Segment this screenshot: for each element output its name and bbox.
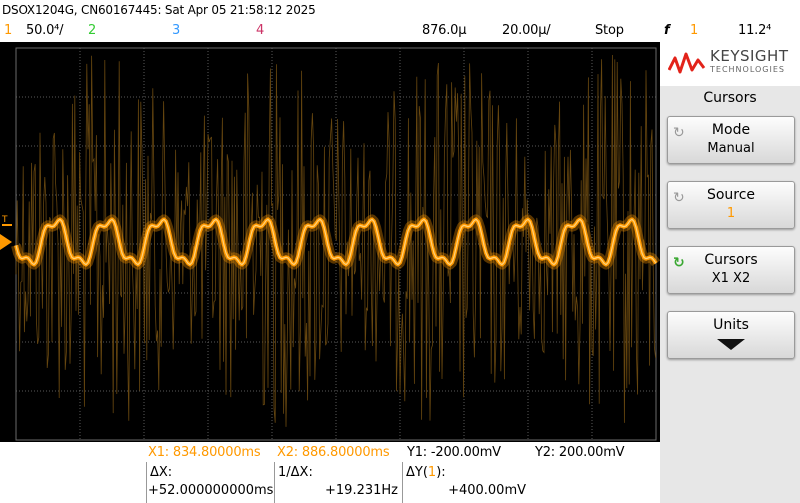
status-bar — [0, 20, 800, 42]
ch1-number[interactable]: 1 — [4, 23, 13, 38]
inv-delta-x-value: +19.231Hz — [325, 483, 398, 498]
down-arrow-icon — [717, 339, 745, 350]
title-bar — [0, 0, 800, 20]
y1-readout[interactable]: Y1: -200.00mV — [407, 445, 501, 460]
mode-label: Mode — [711, 122, 751, 138]
units-softkey[interactable]: Units — [667, 311, 795, 359]
source-value: 1 — [726, 206, 736, 221]
cursors-softkey[interactable]: ↻ Cursors X1 X2 — [667, 246, 795, 294]
delta-y-label: ΔY(1): — [406, 465, 446, 480]
menu-title: Cursors — [703, 90, 757, 106]
keysight-logo-icon — [668, 52, 706, 74]
inv-delta-x-cell — [274, 462, 403, 503]
cursors-label: Cursors — [704, 252, 758, 268]
noise-trace — [15, 54, 656, 427]
run-state: Stop — [595, 23, 624, 38]
inv-delta-x-label: 1/ΔX: — [278, 465, 313, 480]
timebase-scale[interactable]: 20.00µ/ — [502, 23, 551, 38]
cursor-readout-bar — [0, 443, 660, 461]
source-softkey[interactable]: ↻ Source 1 — [667, 181, 795, 229]
delta-y-cell — [402, 462, 531, 503]
delta-x-value: +52.000000000ms — [148, 483, 274, 498]
brand-subtitle: TECHNOLOGIES — [710, 65, 785, 74]
x1-readout[interactable]: X1: 834.80000ms — [148, 445, 261, 460]
source-label: Source — [706, 187, 756, 203]
trigger-source[interactable]: 1 — [690, 23, 699, 38]
window-title: DSOX1204G, CN60167445: Sat Apr 05 21:58:… — [2, 3, 316, 17]
delta-y-value: +400.00mV — [448, 483, 526, 498]
horizontal-delay[interactable]: 876.0µ — [422, 23, 467, 38]
x2-readout[interactable]: X2: 886.80000ms — [277, 445, 390, 460]
ch1-scale[interactable]: 50.0⁴/ — [26, 23, 64, 38]
y2-readout[interactable]: Y2: 200.00mV — [535, 445, 625, 460]
delta-x-label: ΔX: — [150, 465, 173, 480]
ground-marker[interactable]: T — [0, 215, 12, 250]
mode-value: Manual — [707, 141, 755, 156]
delta-x-cell — [146, 462, 275, 503]
brand-name: KEYSIGHT — [710, 47, 789, 65]
delta-readout-area — [0, 462, 660, 503]
ch3-number[interactable]: 3 — [172, 23, 181, 38]
rotate-knob-icon: ↻ — [673, 190, 685, 206]
units-label: Units — [713, 317, 749, 333]
rotate-knob-active-icon: ↻ — [673, 255, 685, 271]
ch2-number[interactable]: 2 — [88, 23, 97, 38]
trigger-level[interactable]: 11.2⁴ — [738, 23, 772, 38]
ch1-trace — [11, 214, 660, 270]
trigger-edge-icon: f — [664, 23, 670, 38]
waveform-canvas: T — [0, 47, 660, 441]
mode-softkey[interactable]: ↻ Mode Manual — [667, 116, 795, 164]
svg-text:T: T — [1, 215, 8, 225]
cursors-value: X1 X2 — [711, 271, 751, 286]
ch4-number[interactable]: 4 — [256, 23, 265, 38]
rotate-knob-icon: ↻ — [673, 125, 685, 141]
